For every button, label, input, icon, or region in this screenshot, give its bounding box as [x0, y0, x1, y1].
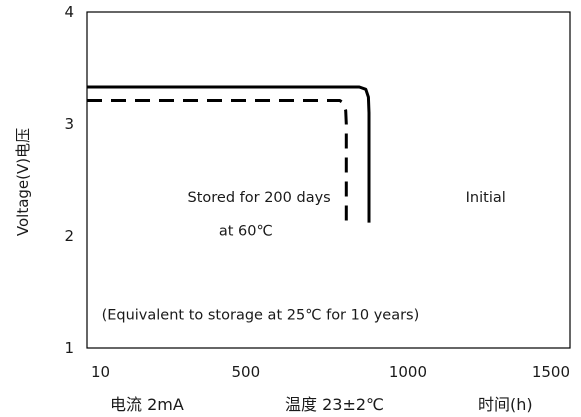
y-tick-label: 1: [64, 339, 74, 357]
chart-annotation: Stored for 200 days: [188, 190, 331, 206]
x-tick-label: 10: [91, 363, 110, 381]
y-axis-label: Voltage(V)电压: [14, 128, 32, 236]
plot-frame: [86, 11, 571, 349]
chart-annotation: (Equivalent to storage at 25℃ for 10 yea…: [102, 307, 420, 323]
series-line-dashed: [87, 99, 348, 223]
chart-annotation: at 60℃: [219, 223, 273, 239]
x-tick-label: 500: [232, 363, 261, 381]
x-tick-label: 1500: [532, 363, 570, 381]
x-tick-label: 1000: [389, 363, 427, 381]
footer-note: 电流 2mA: [110, 395, 184, 414]
footer-note: 温度 23±2℃: [285, 395, 384, 414]
series-line-solid: [87, 85, 371, 223]
chart-annotation: Initial: [466, 190, 506, 206]
y-tick-label: 4: [64, 3, 74, 21]
y-tick-label: 2: [64, 227, 74, 245]
y-tick-label: 3: [64, 115, 74, 133]
footer-note: 时间(h): [478, 395, 533, 414]
